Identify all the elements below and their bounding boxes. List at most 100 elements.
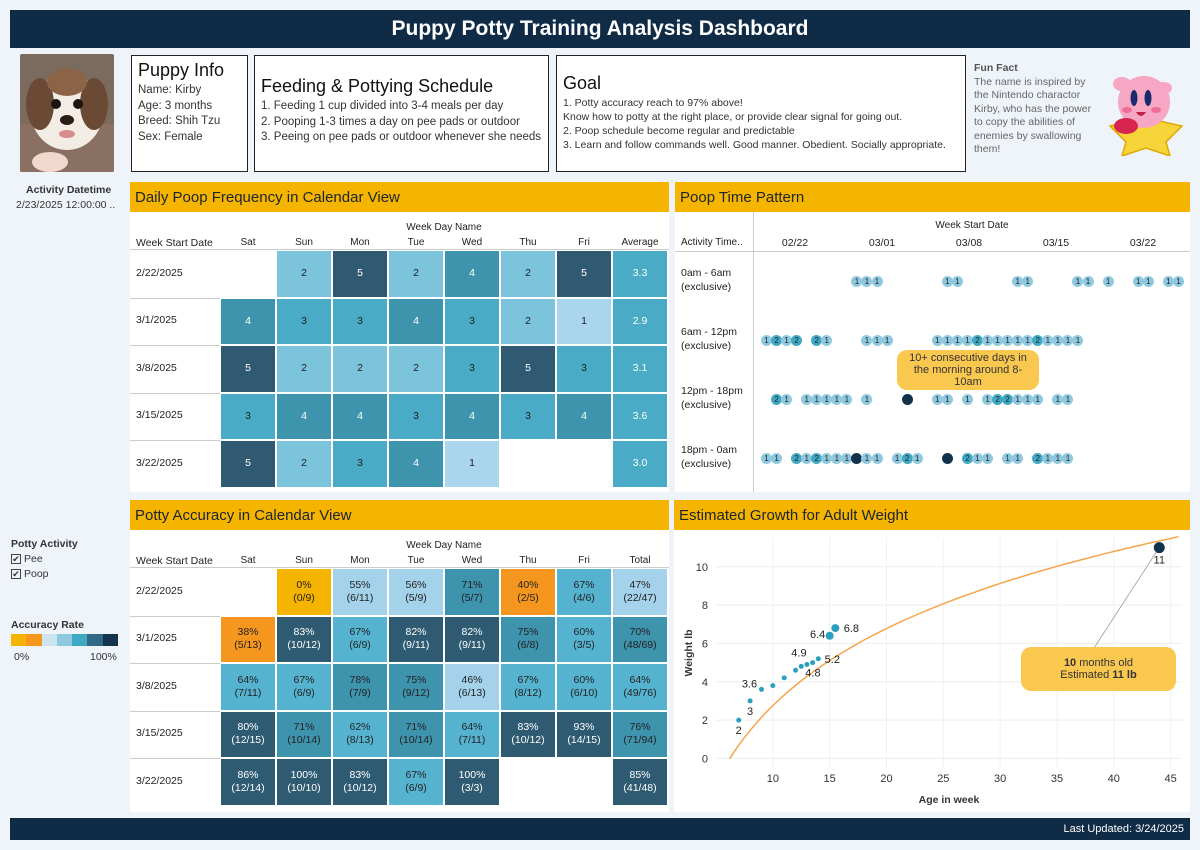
goal-line: 2. Poop schedule become regular and pred…	[563, 125, 795, 137]
group-header: Week Day Name	[406, 540, 482, 551]
legend-swatch	[26, 634, 42, 646]
calendar-cell: 70% (48/69)	[613, 616, 667, 662]
cell-ratio: (10/12)	[511, 734, 545, 747]
cell-ratio: (48/69)	[623, 639, 657, 652]
poop-count-bubble: 1	[1052, 453, 1064, 464]
cell-ratio: (10/14)	[287, 734, 321, 747]
calendar-cell: 2	[501, 251, 555, 297]
cell-ratio: (2/5)	[517, 591, 539, 604]
calendar-cell: 4	[557, 393, 611, 439]
footer-last-updated: Last Updated: 3/24/2025	[10, 818, 1190, 840]
calendar-cell: 3	[557, 346, 611, 392]
calendar-cell: 100% (3/3)	[445, 759, 499, 805]
cell-percent: 93%	[573, 721, 595, 734]
x-tick: 03/01	[868, 237, 896, 249]
calendar-cell: 4	[333, 393, 387, 439]
schedule-box: Feeding & Pottying Schedule 1. Feeding 1…	[254, 55, 549, 172]
calendar-cell: 4	[389, 298, 443, 344]
cell-ratio: (8/12)	[514, 686, 542, 699]
potty-option-poop[interactable]: ✔ Poop	[11, 568, 49, 580]
column-header: Sat	[240, 237, 256, 248]
puppy-info-title: Puppy Info	[138, 60, 225, 80]
weight-point	[747, 698, 753, 704]
poop-count-bubble: 1	[1062, 335, 1074, 346]
puppy-name: Name: Kirby	[138, 84, 202, 96]
puppy-photo	[20, 54, 114, 172]
cell-ratio: (7/11)	[458, 734, 486, 747]
calendar-cell: 85% (41/48)	[613, 759, 667, 805]
calendar-cell: 55% (6/11)	[333, 569, 387, 615]
poop-count-bubble: 1	[1062, 453, 1074, 464]
kirby-image	[1100, 64, 1192, 158]
calendar-cell: 5	[333, 251, 387, 297]
row-divider	[130, 345, 220, 346]
calendar-cell: 5	[557, 251, 611, 297]
weight-point	[736, 717, 742, 723]
calendar-cell: 3	[333, 298, 387, 344]
time-bucket-label: 18pm - 0am	[681, 444, 738, 456]
poop-count-bubble: 1	[1102, 276, 1114, 287]
cell-ratio: (0/9)	[293, 591, 315, 604]
poop-count-bubble: 2	[972, 335, 983, 346]
calendar-cell: 3	[221, 393, 275, 439]
calendar-cell: 3	[333, 441, 387, 487]
calendar-cell: 86% (12/14)	[221, 759, 275, 805]
column-header: Tue	[407, 237, 425, 248]
goal-line: 3. Learn and follow commands well. Good …	[563, 139, 946, 151]
poop-count-bubble: 1	[961, 394, 973, 405]
calendar-cell: 83% (10/12)	[333, 759, 387, 805]
calendar-cell: 3	[501, 393, 555, 439]
checkbox-checked-icon[interactable]: ✔	[11, 554, 21, 565]
poop-count-bubble	[851, 453, 863, 464]
poop-count-bubble: 1	[951, 276, 963, 287]
accuracy-rate-label: Accuracy Rate	[11, 619, 84, 631]
x-tick-label: 40	[1108, 773, 1120, 785]
calendar-cell: 100% (10/10)	[277, 759, 331, 805]
poop-count-bubble: 1	[1072, 276, 1084, 287]
cell-ratio: (7/11)	[234, 686, 262, 699]
growth-chart: 0 2 4 6 8 10 10 15 20 25 30 35 40 45 Age in week Weight…	[674, 530, 1190, 812]
potty-option-pee[interactable]: ✔ Pee	[11, 553, 43, 565]
calendar-cell: 5	[221, 441, 275, 487]
growth-callout: 10 months old Estimated 11 lb	[1021, 647, 1176, 691]
header-divider	[130, 567, 669, 568]
poop-time-callout: 10+ consecutive days in the morning arou…	[897, 350, 1039, 390]
cell-percent: 76%	[629, 721, 651, 734]
poop-count-bubble: 1	[871, 335, 883, 346]
cell-ratio: (12/14)	[231, 781, 265, 794]
cell-percent: 75%	[405, 673, 427, 686]
activity-datetime-value[interactable]: 2/23/2025 12:00:00 ..	[16, 199, 116, 211]
poop-count-bubble: 1	[821, 335, 833, 346]
column-header: Thu	[519, 555, 537, 566]
poop-count-bubble: 1	[992, 335, 1004, 346]
weight-point	[770, 683, 776, 689]
calendar-cell: 64% (49/76)	[613, 664, 667, 710]
cell-ratio: (5/13)	[234, 639, 262, 652]
calendar-cell: 40% (2/5)	[501, 569, 555, 615]
cell-percent: 71%	[461, 578, 483, 591]
calendar-cell: 80% (12/15)	[221, 711, 275, 757]
poop-count-bubble: 1	[891, 453, 903, 464]
dashboard-title: Puppy Potty Training Analysis Dashboard	[10, 10, 1190, 48]
cell-ratio: (6/11)	[346, 591, 374, 604]
poop-count-bubble: 1	[771, 453, 783, 464]
cell-percent: 80%	[237, 721, 259, 734]
weight-point	[798, 663, 804, 669]
calendar-cell: 64% (7/11)	[445, 711, 499, 757]
accuracy-calendar-table: Week Day Name Week Start Date Sat Sun Mon Tue…	[130, 530, 669, 812]
checkbox-checked-icon[interactable]: ✔	[11, 569, 21, 580]
week-label: 3/1/2025	[136, 632, 177, 645]
cell-percent: 67%	[293, 673, 315, 686]
row-divider	[130, 710, 220, 712]
column-header: Average	[621, 237, 659, 248]
cell-ratio: (10/12)	[287, 639, 321, 652]
poop-count-bubble: 1	[841, 453, 853, 464]
schedule-title: Feeding & Pottying Schedule	[261, 76, 494, 96]
poop-count-bubble: 1	[951, 335, 963, 346]
data-label: 5.2	[825, 654, 840, 666]
poop-count-bubble: 1	[982, 453, 994, 464]
poop-count-bubble: 2	[961, 453, 973, 464]
y-tick-label: 8	[702, 600, 708, 612]
column-header: Sun	[295, 555, 313, 566]
cell-percent: 86%	[237, 768, 259, 781]
